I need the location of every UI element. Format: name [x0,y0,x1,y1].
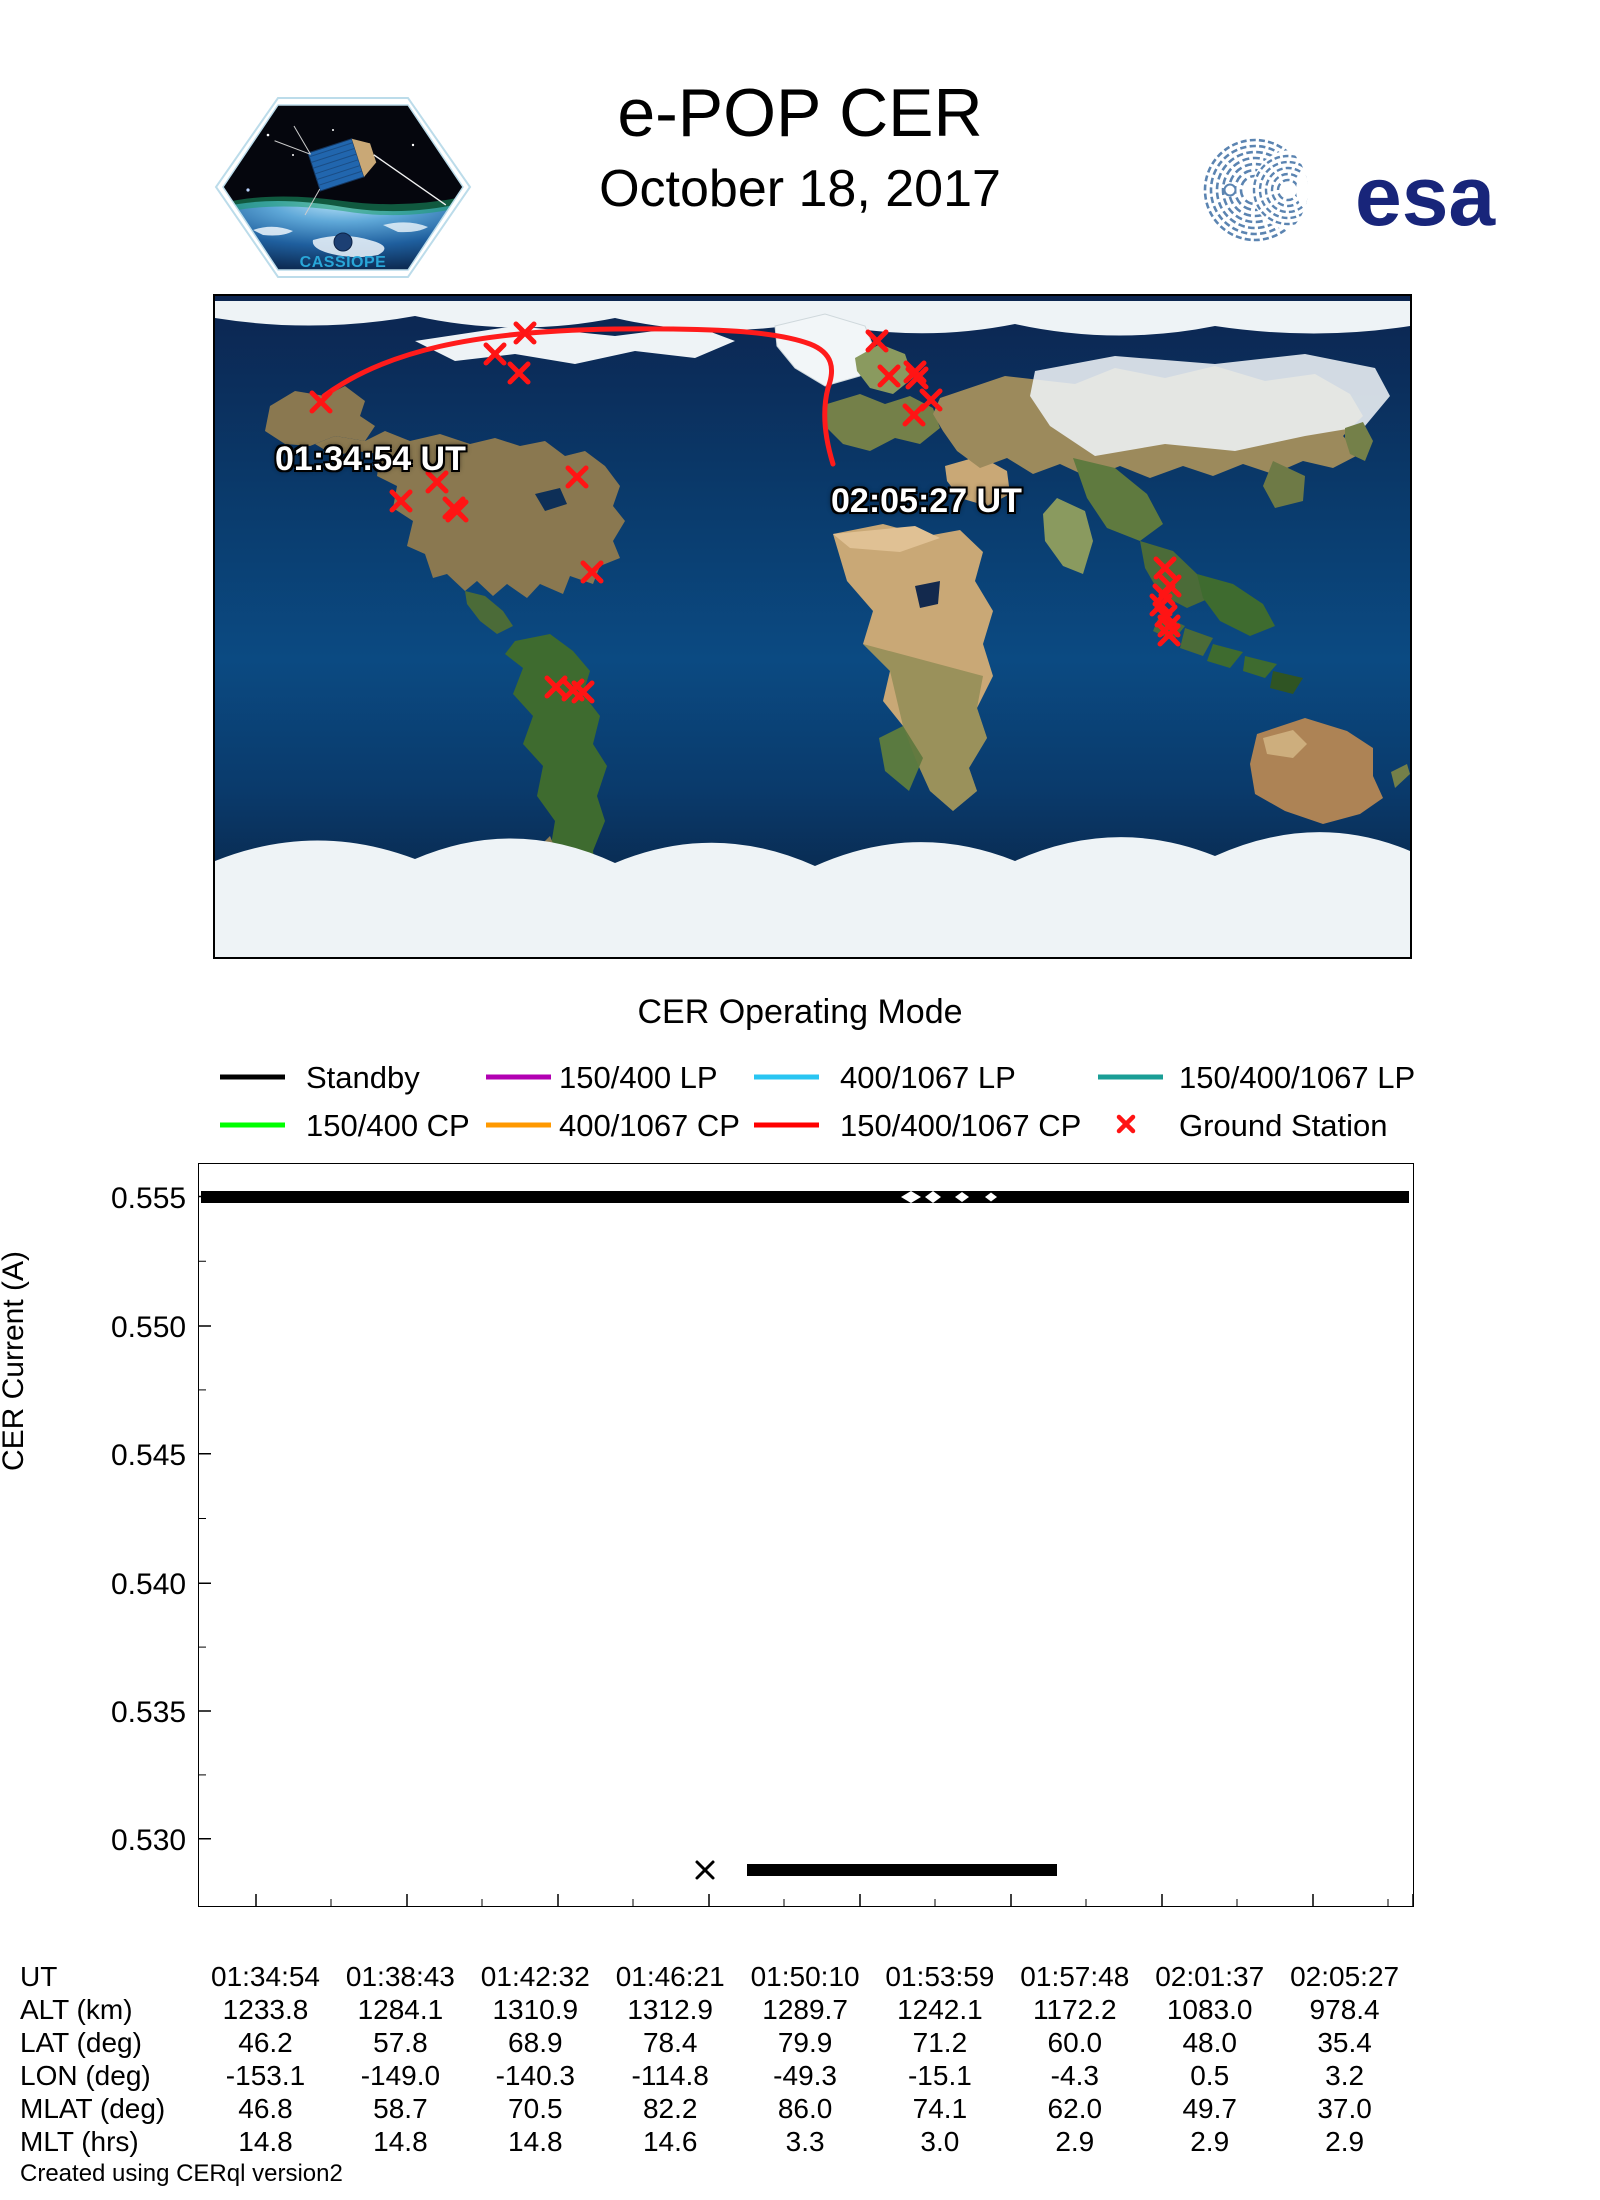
svg-text:esa: esa [1355,149,1496,243]
svg-text:CASSIOPE: CASSIOPE [300,254,387,271]
